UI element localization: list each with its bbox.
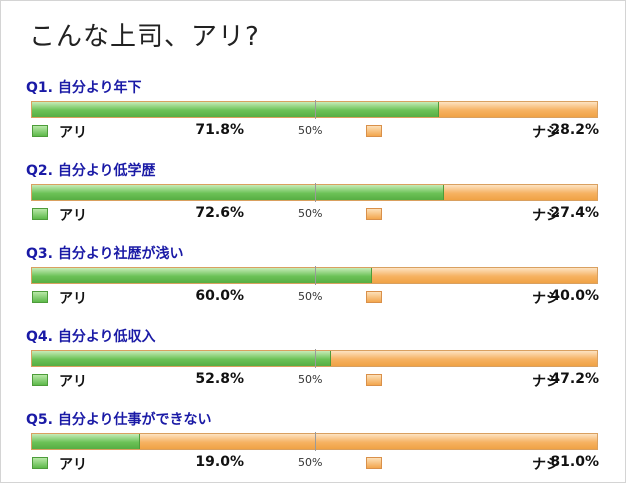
value-label-no: 47.2% (550, 371, 599, 387)
legend-swatch-no (366, 457, 382, 469)
legend-swatch-yes (32, 208, 48, 220)
legend-swatch-no (366, 208, 382, 220)
value-label-yes: 19.0% (195, 454, 244, 470)
midpoint-line (315, 349, 316, 368)
value-label-no: 81.0% (550, 454, 599, 470)
value-label-yes: 52.8% (195, 371, 244, 387)
bar-segment-yes (32, 268, 372, 283)
legend-label-yes: アリ (59, 291, 87, 307)
legend-row: アリ 19.0% 50% ナシ 81.0% (0, 454, 626, 474)
legend-label-yes: アリ (59, 208, 87, 224)
stacked-bar (31, 349, 598, 368)
value-label-no: 28.2% (550, 122, 599, 138)
legend-label-no: ナシ (532, 125, 560, 141)
legend-swatch-yes (32, 125, 48, 137)
value-label-no: 40.0% (550, 288, 599, 304)
legend-row: アリ 71.8% 50% ナシ 28.2% (0, 122, 626, 142)
legend-row: アリ 72.6% 50% ナシ 27.4% (0, 205, 626, 225)
midpoint-line (315, 100, 316, 119)
question-title: Q4. 自分より低収入 (26, 329, 156, 345)
legend-label-no: ナシ (532, 457, 560, 473)
legend-swatch-no (366, 125, 382, 137)
bar-segment-yes (32, 185, 444, 200)
legend-swatch-yes (32, 457, 48, 469)
value-label-yes: 72.6% (195, 205, 244, 221)
question-title: Q5. 自分より仕事ができない (26, 412, 212, 428)
value-label-yes: 71.8% (195, 122, 244, 138)
legend-row: アリ 60.0% 50% ナシ 40.0% (0, 288, 626, 308)
legend-swatch-yes (32, 291, 48, 303)
midpoint-label: 50% (298, 124, 323, 137)
midpoint-label: 50% (298, 207, 323, 220)
midpoint-line (315, 183, 316, 202)
question-title: Q3. 自分より社歴が浅い (26, 246, 184, 262)
midpoint-line (315, 266, 316, 285)
bar-segment-yes (32, 434, 140, 449)
legend-label-yes: アリ (59, 125, 87, 141)
stacked-bar (31, 100, 598, 119)
stacked-bar (31, 432, 598, 451)
stacked-bar (31, 183, 598, 202)
bar-segment-yes (32, 102, 439, 117)
midpoint-label: 50% (298, 456, 323, 469)
page-title: こんな上司、アリ? (29, 22, 260, 52)
value-label-yes: 60.0% (195, 288, 244, 304)
legend-label-no: ナシ (532, 291, 560, 307)
stacked-bar (31, 266, 598, 285)
midpoint-line (315, 432, 316, 451)
legend-swatch-no (366, 291, 382, 303)
midpoint-label: 50% (298, 290, 323, 303)
legend-swatch-yes (32, 374, 48, 386)
midpoint-label: 50% (298, 373, 323, 386)
legend-label-yes: アリ (59, 374, 87, 390)
question-title: Q2. 自分より低学歴 (26, 163, 156, 179)
legend-label-yes: アリ (59, 457, 87, 473)
value-label-no: 27.4% (550, 205, 599, 221)
legend-swatch-no (366, 374, 382, 386)
bar-segment-yes (32, 351, 331, 366)
legend-label-no: ナシ (532, 208, 560, 224)
legend-label-no: ナシ (532, 374, 560, 390)
question-title: Q1. 自分より年下 (26, 80, 142, 96)
legend-row: アリ 52.8% 50% ナシ 47.2% (0, 371, 626, 391)
